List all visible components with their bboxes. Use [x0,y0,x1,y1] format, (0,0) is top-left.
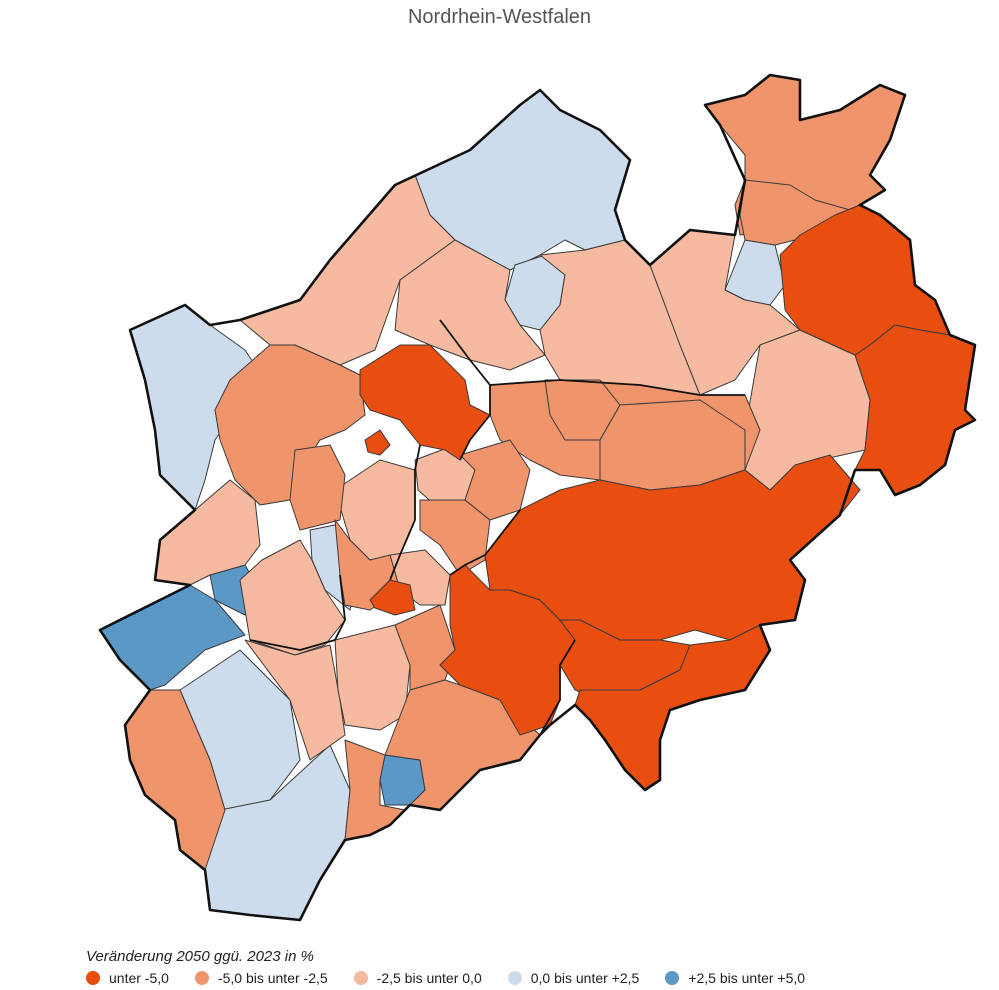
state-border [98,73,977,922]
region-bochum[interactable] [459,439,531,521]
legend-swatch [86,971,100,985]
legend-swatch [665,971,680,985]
region-koeln[interactable] [334,624,411,731]
legend-item: +2,5 bis unter +5,0 [665,970,805,986]
legend: unter -5,0 -5,0 bis unter -2,5 -2,5 bis … [86,970,831,986]
region-bottrop[interactable] [364,429,391,456]
region-recklinghausen[interactable] [214,344,366,506]
legend-title: Veränderung 2050 ggü. 2023 in % [86,948,314,965]
legend-label: 0,0 bis unter +2,5 [530,970,640,986]
legend-item: unter -5,0 [86,970,169,986]
legend-label: -5,0 bis unter -2,5 [217,970,328,986]
region-oberhausen-cluster[interactable] [289,444,346,531]
legend-item: -5,0 bis unter -2,5 [194,970,328,986]
legend-swatch [194,971,209,985]
regierungsbezirk-border [249,319,745,736]
legend-item: -2,5 bis unter 0,0 [353,970,482,986]
legend-swatch [507,971,522,985]
legend-swatch [353,971,368,985]
region-rhein-erft[interactable] [244,639,346,761]
legend-label: -2,5 bis unter 0,0 [376,970,482,986]
legend-item: 0,0 bis unter +2,5 [507,970,640,986]
legend-label: +2,5 bis unter +5,0 [688,970,806,986]
legend-label: unter -5,0 [109,970,169,986]
map-title: Nordrhein-Westfalen [407,6,592,28]
